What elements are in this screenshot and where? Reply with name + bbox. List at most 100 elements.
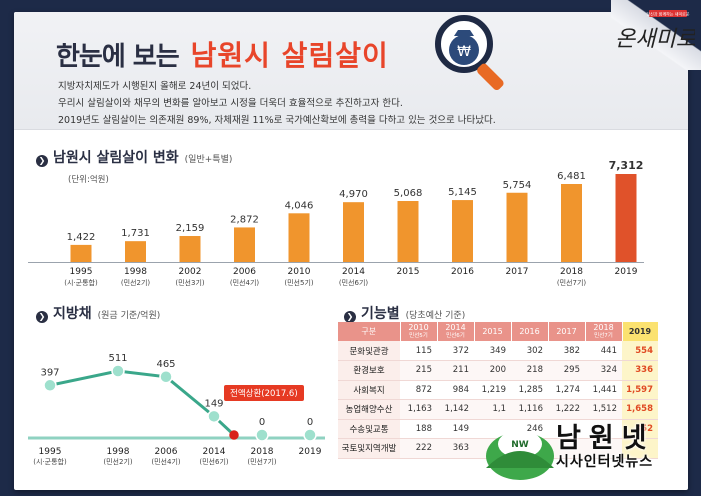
row-label-cell: 농업해양수산	[338, 399, 400, 420]
bar-category-label: 2019	[615, 267, 638, 277]
table-cell: 336	[622, 360, 658, 381]
debt-point	[111, 364, 125, 378]
bar	[561, 184, 582, 262]
bar-sub-label: (민선5기)	[284, 278, 314, 287]
debt-sub-label: (민선2기)	[103, 457, 133, 466]
table-cell	[622, 438, 658, 459]
logo-script: 온새미로	[615, 27, 695, 52]
table-row: 환경보호 215 211 200 218 295 324 336	[338, 360, 658, 381]
table-cell: 1,658	[622, 399, 658, 420]
table-cell: 211	[437, 360, 474, 381]
bar-sub-label: (민선6기)	[339, 278, 369, 287]
magnifier-icon: ₩	[435, 15, 504, 90]
debt-title: 지방채	[53, 306, 92, 322]
bar-category-label: 1998	[124, 267, 147, 277]
bar-value-label: 5,145	[448, 187, 477, 198]
bar-category-label: 2015	[397, 267, 420, 277]
table-cell: 1,512	[585, 399, 622, 420]
bar-sub-label: (민선7기)	[557, 278, 587, 287]
bar-category-label: 1995	[70, 267, 93, 277]
debt-category-label: 2019	[299, 447, 322, 457]
debt-callout: 전액상환(2017.6)	[224, 385, 304, 401]
table-cell: 115	[400, 341, 437, 361]
table-cell: 1,441	[585, 380, 622, 400]
bar-value-label: 2,872	[230, 214, 259, 225]
table-row: 사회복지 872 984 1,219 1,285 1,274 1,441 1,597	[338, 380, 658, 400]
table-row: 국토및지역개발 222 363	[338, 438, 658, 459]
table-cell: 218	[511, 360, 548, 381]
bar	[452, 200, 473, 262]
table-cell: 441	[585, 341, 622, 361]
table-cell: 324	[585, 360, 622, 381]
bar-value-label: 1,422	[67, 232, 96, 243]
table-cell: 1,142	[437, 399, 474, 420]
table-cell: 872	[400, 380, 437, 400]
col-header: 2018 민선7기	[585, 322, 623, 341]
debt-point	[303, 428, 317, 442]
debt-category-label: 2006	[155, 447, 178, 457]
debt-category-label: 1995	[39, 447, 62, 457]
function-title: 기능별	[361, 306, 400, 322]
bar	[234, 227, 255, 262]
watermark-name: 남원넷	[556, 423, 655, 454]
function-section-title: ❯ 기능별 (당초예산 기준)	[344, 303, 465, 323]
debt-category-label: 1998	[107, 447, 130, 457]
debt-value-label: 149	[204, 398, 223, 409]
debt-line-chart: 397 1995(시·군통합) 511 1998(민선2기) 465 2006(민선4기)…	[28, 353, 325, 466]
table-cell	[585, 419, 622, 439]
debt-value-label: 0	[259, 417, 265, 428]
intro-line: 우리시 살림살이와 채무의 변화를 알아보고 시정을 더욱더 효율적으로 추진하…	[58, 98, 403, 109]
bar-category-label: 2002	[179, 267, 202, 277]
bar-sub-label: (시·군통합)	[64, 278, 98, 287]
title-main: 한눈에 보는	[56, 42, 180, 72]
debt-value-label: 397	[40, 367, 59, 378]
function-subtitle: (당초예산 기준)	[405, 311, 466, 321]
bar	[343, 202, 364, 262]
table-cell: 188	[400, 419, 437, 439]
row-label-cell: 환경보호	[338, 360, 400, 381]
budget-bar-chart: 1,422 1995(시·군통합) 1,731 1998(민선2기) 2,159 2002…	[64, 159, 644, 287]
table-cell: 984	[437, 380, 474, 400]
intro-line: 지방자치제도가 시행된지 올해로 24년이 되었다.	[58, 81, 252, 92]
col-header: 구분	[338, 322, 401, 341]
table-header-row: 구분 2010 민선5기 2014 민선6기 2015 2016 2017 2018…	[338, 322, 659, 341]
bar-sub-label: (민선4기)	[230, 278, 260, 287]
table-cell	[585, 438, 622, 459]
money-bag-symbol: ₩	[457, 44, 471, 60]
table-cell: 295	[548, 360, 585, 381]
table-cell: 554	[622, 341, 658, 361]
col-header: 2010 민선5기	[400, 322, 438, 341]
table-cell: 352	[622, 419, 658, 439]
table-cell: 1,219	[474, 380, 511, 400]
bar-value-label: 7,312	[609, 159, 644, 172]
debt-value-label: 511	[108, 353, 127, 364]
table-row: 농업해양수산 1,163 1,142 1,1 1,116 1,222 1,512 1,658	[338, 399, 658, 420]
function-table: 구분 2010 민선5기 2014 민선6기 2015 2016 2017 2018…	[338, 322, 659, 459]
table-row: 수송및교통 188 149 246 352	[338, 419, 658, 439]
bar-sub-label: (민선3기)	[175, 278, 205, 287]
bar-category-label: 2018	[560, 267, 583, 277]
page-title: 한눈에 보는 남원시 살림살이	[56, 34, 389, 74]
table-cell: 382	[548, 341, 585, 361]
row-label-cell: 국토및지역개발	[338, 438, 400, 459]
chevron-right-icon: ❯	[36, 311, 48, 323]
bar	[397, 201, 419, 262]
table-row: 문화및관광 115 372 349 302 382 441 554	[338, 341, 658, 361]
budget-unit: (단위:억원)	[68, 175, 109, 185]
bar	[179, 236, 201, 262]
table-cell: 363	[437, 438, 474, 459]
bar-value-label: 4,970	[339, 189, 368, 200]
table-cell: 1,116	[511, 399, 548, 420]
table-cell: 372	[437, 341, 474, 361]
debt-subtitle: (원금 기준/억원)	[97, 311, 161, 321]
table-cell: 1,163	[400, 399, 437, 420]
debt-sub-label: (시·군통합)	[33, 457, 67, 466]
bar	[125, 241, 146, 262]
col-header: 2017	[548, 322, 586, 341]
bar-axis-line	[28, 262, 644, 263]
header-banner: 한눈에 보는 남원시 살림살이 지방자치제도가 시행된지 올해로 24년이 되었…	[14, 12, 688, 130]
table-cell: 215	[400, 360, 437, 381]
table-cell: 1,1	[474, 399, 511, 420]
bar-category-label: 2006	[233, 267, 256, 277]
debt-category-label: 2018	[251, 447, 274, 457]
